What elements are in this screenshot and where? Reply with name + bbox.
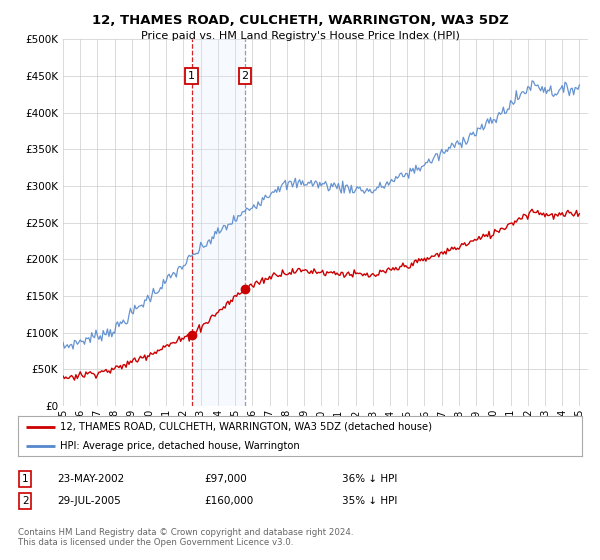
Bar bbox=[191, 39, 245, 406]
Text: 29-JUL-2005: 29-JUL-2005 bbox=[57, 496, 121, 506]
Text: 1: 1 bbox=[22, 474, 29, 484]
Text: 1: 1 bbox=[188, 71, 195, 81]
Text: 12, THAMES ROAD, CULCHETH, WARRINGTON, WA3 5DZ (detached house): 12, THAMES ROAD, CULCHETH, WARRINGTON, W… bbox=[60, 422, 432, 432]
Text: £97,000: £97,000 bbox=[204, 474, 247, 484]
Text: £160,000: £160,000 bbox=[204, 496, 253, 506]
Text: Contains HM Land Registry data © Crown copyright and database right 2024.
This d: Contains HM Land Registry data © Crown c… bbox=[18, 528, 353, 547]
Text: HPI: Average price, detached house, Warrington: HPI: Average price, detached house, Warr… bbox=[60, 441, 300, 451]
Text: Price paid vs. HM Land Registry's House Price Index (HPI): Price paid vs. HM Land Registry's House … bbox=[140, 31, 460, 41]
Text: 2: 2 bbox=[241, 71, 248, 81]
Text: 35% ↓ HPI: 35% ↓ HPI bbox=[342, 496, 397, 506]
Text: 2: 2 bbox=[22, 496, 29, 506]
Text: 12, THAMES ROAD, CULCHETH, WARRINGTON, WA3 5DZ: 12, THAMES ROAD, CULCHETH, WARRINGTON, W… bbox=[92, 14, 508, 27]
Text: 36% ↓ HPI: 36% ↓ HPI bbox=[342, 474, 397, 484]
Text: 23-MAY-2002: 23-MAY-2002 bbox=[57, 474, 124, 484]
